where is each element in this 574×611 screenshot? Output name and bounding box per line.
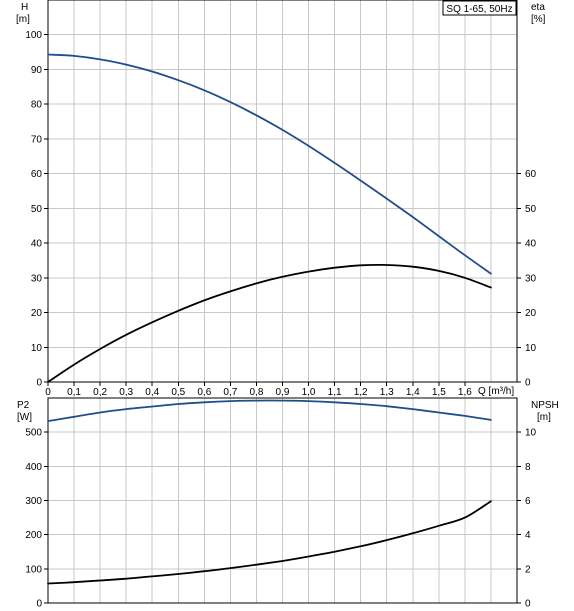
bottom-left-tick-label: 400	[25, 462, 42, 473]
x-tick-label: 0	[45, 387, 51, 398]
bottom-right-tick-label: 10	[525, 428, 537, 439]
bottom-left-tick-label: 100	[25, 564, 42, 575]
x-tick-label: 0,8	[249, 387, 263, 398]
p2-curve	[47, 500, 492, 585]
top-right-tick-label: 20	[525, 308, 537, 319]
top-left-tick-label: 70	[31, 134, 43, 145]
top-right-axis-label: eta	[531, 2, 545, 13]
top-left-axis-label: H	[21, 2, 28, 13]
x-tick-label: 0,1	[67, 387, 81, 398]
top-axis-ticks: 0 10 20 30 40 50 60 70 80 90 100 0 10 20 30 40 50 60 0 0,1 0…	[25, 30, 536, 398]
top-left-tick-label: 10	[31, 343, 43, 354]
x-tick-label: 1,4	[406, 387, 420, 398]
top-right-tick-label: 40	[525, 239, 537, 250]
top-right-tick-label: 30	[525, 273, 537, 284]
top-left-tick-label: 60	[31, 169, 43, 180]
x-tick-label: 1,0	[302, 387, 316, 398]
x-tick-label: 1,6	[458, 387, 472, 398]
x-tick-label: 1,1	[328, 387, 342, 398]
top-left-tick-label: 80	[31, 100, 43, 111]
x-tick-label: 0,5	[171, 387, 185, 398]
top-left-tick-label: 50	[31, 204, 43, 215]
eta-curve	[47, 263, 492, 383]
top-series	[47, 53, 492, 383]
h-curve	[47, 53, 492, 275]
bottom-left-tick-label: 0	[36, 599, 42, 610]
top-left-tick-label: 100	[25, 30, 42, 41]
top-left-tick-label: 0	[36, 378, 42, 389]
bottom-left-tick-label: 200	[25, 530, 42, 541]
bottom-right-tick-label: 2	[525, 564, 531, 575]
chart-title-box	[442, 0, 517, 16]
x-tick-label: 0,6	[197, 387, 211, 398]
bottom-left-axis-label: P2	[17, 400, 30, 411]
bottom-right-tick-label: 4	[525, 530, 531, 541]
x-tick-label: 0,4	[145, 387, 159, 398]
x-axis-label: Q [m³/h]	[478, 386, 514, 397]
x-tick-label: 0,7	[223, 387, 237, 398]
bottom-left-tick-label: 500	[25, 428, 42, 439]
chart-title: SQ 1-65, 50Hz	[446, 4, 512, 15]
top-left-tick-label: 30	[31, 273, 43, 284]
x-tick-label: 0,3	[119, 387, 133, 398]
top-left-tick-label: 20	[31, 308, 43, 319]
top-grid	[48, 0, 517, 382]
top-right-tick-label: 60	[525, 169, 537, 180]
bottom-right-axis-unit: [m]	[537, 412, 551, 423]
x-tick-label: 0,2	[93, 387, 107, 398]
bottom-left-tick-label: 300	[25, 496, 42, 507]
top-right-axis-unit: [%]	[531, 14, 546, 25]
bottom-right-tick-label: 0	[525, 599, 531, 610]
bottom-series	[47, 399, 492, 585]
top-right-tick-label: 50	[525, 204, 537, 215]
bottom-left-axis-unit: [W]	[17, 412, 32, 423]
top-left-axis-unit: [m]	[16, 14, 30, 25]
top-left-tick-label: 40	[31, 239, 43, 250]
bottom-right-tick-label: 8	[525, 462, 531, 473]
top-right-tick-label: 10	[525, 343, 537, 354]
bottom-grid	[48, 398, 517, 603]
bottom-right-tick-label: 6	[525, 496, 531, 507]
bottom-axis-ticks: 0 100 200 300 400 500 0 2 4 6 8 10	[25, 428, 536, 610]
x-tick-label: 1,3	[380, 387, 394, 398]
top-right-tick-label: 0	[525, 378, 531, 389]
npsh-curve	[47, 399, 492, 422]
top-left-tick-label: 90	[31, 65, 43, 76]
x-tick-label: 1,5	[432, 387, 446, 398]
x-tick-label: 0,9	[276, 387, 290, 398]
bottom-right-axis-label: NPSH	[531, 400, 559, 411]
x-tick-label: 1,2	[354, 387, 368, 398]
